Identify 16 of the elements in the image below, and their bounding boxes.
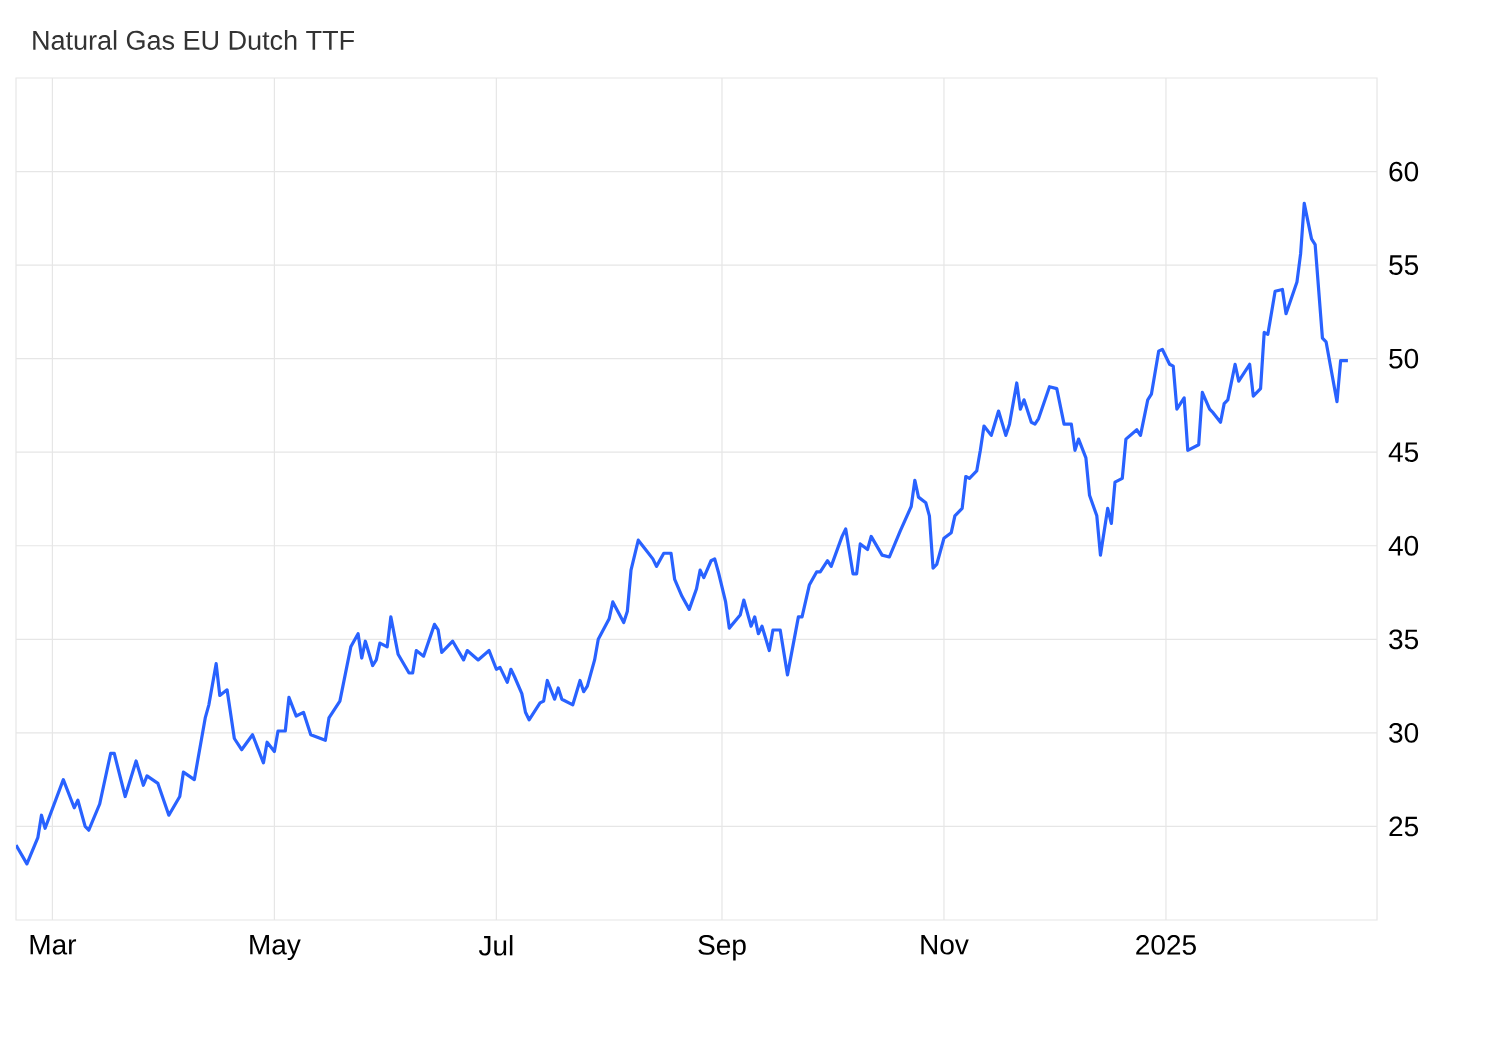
x-tick-label: Jul [478, 935, 513, 956]
chart-title: Natural Gas EU Dutch TTF [33, 30, 354, 50]
x-tick-label: Nov [921, 935, 969, 955]
x-tick-label: May [250, 935, 301, 961]
y-tick-label: 55 [1389, 255, 1419, 275]
y-tick-label: 30 [1389, 722, 1419, 743]
y-tick-label: 45 [1388, 442, 1419, 462]
line-series [16, 201, 1350, 866]
y-tick-label: 40 [1388, 535, 1419, 556]
y-tick-label: 35 [1389, 629, 1419, 650]
y-tick-label: 25 [1389, 816, 1419, 837]
y-tick-label: 60 [1389, 161, 1419, 182]
x-tick-label: Mar [30, 935, 77, 955]
y-tick-label: 50 [1389, 348, 1419, 369]
x-tick-label: Sep [698, 935, 746, 961]
x-tick-label: 2025 [1136, 935, 1196, 955]
